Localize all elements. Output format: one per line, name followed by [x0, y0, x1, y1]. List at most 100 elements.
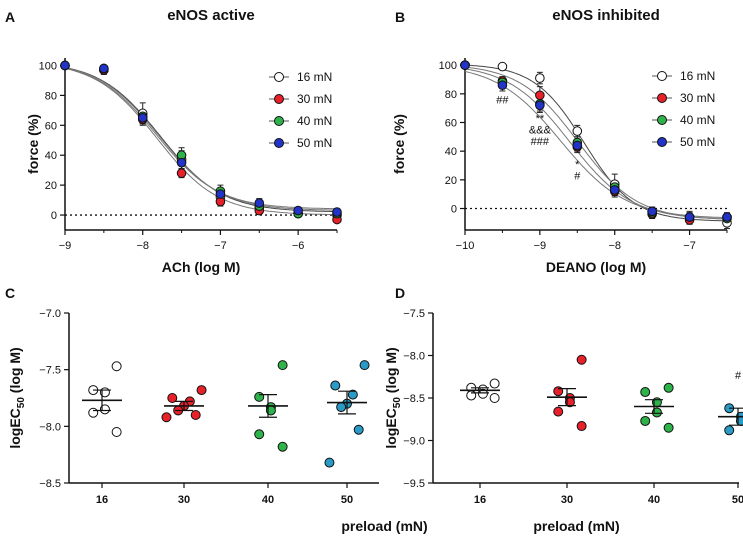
- data-point-30mN: [161, 412, 172, 423]
- significance-marker: **: [536, 113, 545, 125]
- data-point-16mN: [572, 126, 583, 136]
- x-axis-label: DEANO (log M): [546, 259, 646, 275]
- y-tick-label: −9.0: [403, 436, 425, 448]
- data-point-50mN: [347, 389, 358, 400]
- y-tick-label: 60: [45, 120, 57, 132]
- data-point-40mN: [651, 407, 662, 418]
- x-tick-label: 50: [341, 494, 353, 506]
- data-point-30mN: [576, 421, 587, 432]
- legend-entry: 30 mN: [680, 91, 715, 105]
- data-point-30mN: [535, 90, 545, 101]
- legend-marker-16mN: [657, 71, 667, 81]
- data-point-16mN: [111, 427, 122, 437]
- data-point-50mN: [353, 424, 364, 435]
- y-tick-label: 0: [451, 204, 457, 216]
- fit-curve-30mN: [64, 67, 337, 216]
- data-point-50mN: [684, 212, 695, 222]
- y-label-unit: (log M): [7, 347, 23, 397]
- data-point-50mN: [330, 380, 341, 391]
- significance-marker: #: [574, 171, 581, 183]
- legend-marker-50mN: [274, 138, 284, 148]
- data-point-50mN: [336, 402, 347, 413]
- significance-marker: #: [735, 370, 742, 382]
- y-axis-label: logEC50 (log M): [7, 347, 27, 448]
- data-point-30mN: [167, 393, 178, 403]
- y-tick-label: 40: [45, 150, 57, 162]
- data-point-50mN: [99, 63, 109, 74]
- data-point-30mN: [176, 168, 187, 178]
- data-point-50mN: [359, 360, 370, 371]
- y-label-subscript: 50: [16, 397, 27, 409]
- legend-marker-16mN: [274, 72, 284, 82]
- x-tick-label: −8: [608, 240, 621, 252]
- data-point-50mN: [137, 113, 148, 123]
- y-tick-label: 100: [39, 60, 57, 72]
- fit-curve-50mN: [464, 71, 727, 219]
- x-axis-label: preload (mN): [341, 518, 427, 534]
- legend-marker-30mN: [657, 93, 667, 103]
- data-point-40mN: [254, 429, 265, 440]
- y-tick-label: 0: [51, 210, 57, 222]
- x-axis-label: preload (mN): [533, 518, 619, 534]
- data-point-50mN: [535, 100, 545, 111]
- data-point-40mN: [663, 382, 674, 393]
- data-point-50mN: [647, 206, 657, 217]
- y-tick-label: −7.5: [39, 365, 61, 377]
- legend-entry: 40 mN: [297, 114, 332, 128]
- x-tick-label: 30: [178, 494, 190, 506]
- y-tick-label: 100: [439, 60, 457, 72]
- fit-curve-16mN: [464, 64, 728, 222]
- y-tick-label: −7.0: [39, 308, 61, 320]
- y-tick-label: 60: [445, 118, 457, 130]
- legend-marker-30mN: [274, 94, 284, 104]
- data-point-40mN: [663, 422, 674, 433]
- y-label-subscript: 50: [392, 397, 403, 409]
- data-point-40mN: [254, 391, 265, 402]
- data-point-30mN: [196, 385, 207, 396]
- legend-marker-40mN: [657, 115, 667, 125]
- data-point-40mN: [277, 441, 288, 452]
- y-tick-label: −9.5: [403, 478, 425, 490]
- data-point-16mN: [99, 404, 110, 415]
- x-tick-label: −7: [683, 240, 696, 252]
- data-point-16mN: [88, 407, 99, 418]
- panel-label-D: D: [395, 285, 405, 301]
- y-tick-label: 20: [445, 175, 457, 187]
- panel-title: eNOS active: [167, 7, 255, 24]
- panel-a-dose-response: eNOS active 0 20 40 60 80 100 −9 −8 −7 −6 ACh (log …: [25, 7, 342, 275]
- data-point-50mN: [722, 212, 732, 222]
- panel-label-A: A: [5, 9, 15, 25]
- y-tick-label: −8.0: [39, 421, 61, 433]
- y-tick-label: −8.0: [403, 351, 425, 363]
- data-point-40mN: [277, 360, 288, 371]
- data-point-50mN: [324, 457, 335, 468]
- data-point-50mN: [215, 189, 226, 199]
- significance-marker: &&&: [529, 125, 552, 137]
- legend-entry: 50 mN: [680, 135, 715, 149]
- x-tick-label: 16: [96, 494, 108, 506]
- x-tick-label: 40: [648, 494, 660, 506]
- data-point-16mN: [497, 61, 508, 72]
- data-point-16mN: [111, 361, 122, 372]
- data-point-16mN: [489, 393, 500, 403]
- x-tick-label: −7: [214, 240, 227, 252]
- panel-label-C: C: [5, 285, 15, 301]
- panel-b-dose-response: eNOS inhibited 0 20 40 60 80 100 −10 −9 −8 −7 DEANO…: [391, 7, 732, 275]
- y-tick-label: −8.5: [403, 393, 425, 405]
- data-point-50mN: [254, 198, 265, 208]
- fit-curve-40mN: [464, 68, 728, 220]
- y-tick-label: −7.5: [403, 308, 425, 320]
- panel-title: eNOS inhibited: [552, 7, 660, 24]
- data-point-50mN: [293, 205, 303, 216]
- data-point-30mN: [576, 354, 587, 365]
- y-axis-label: logEC50 (log M): [383, 347, 403, 448]
- data-point-50mN: [497, 80, 508, 91]
- y-axis-label: force (%): [391, 114, 407, 174]
- legend-marker-50mN: [657, 137, 667, 147]
- x-tick-label: −6: [292, 240, 305, 252]
- data-point-40mN: [640, 415, 651, 426]
- data-point-50mN: [460, 60, 470, 70]
- legend-entry: 16 mN: [680, 69, 715, 83]
- y-tick-label: 80: [445, 89, 457, 101]
